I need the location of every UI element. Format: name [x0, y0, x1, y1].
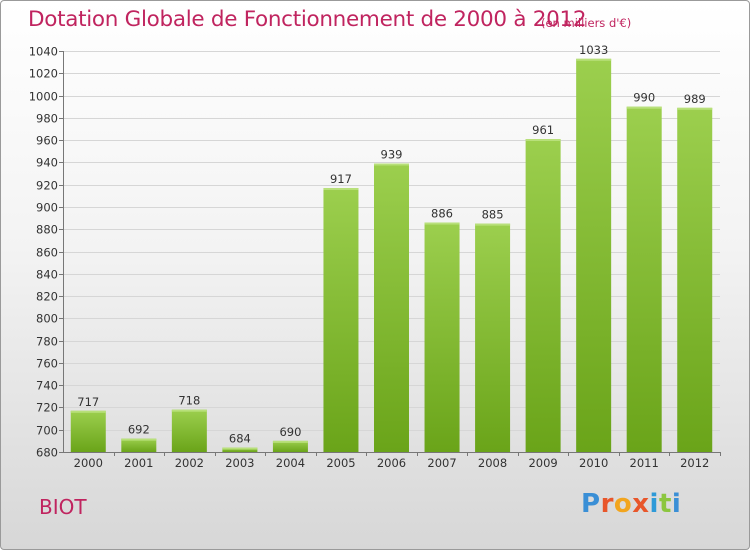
- bar-2008: [475, 223, 511, 452]
- x-tick-label-2002: 2002: [175, 456, 204, 470]
- value-label-2001: 692: [128, 423, 150, 437]
- bar-2006: [374, 163, 409, 452]
- bar-2001: [121, 438, 157, 452]
- x-tick-label-2008: 2008: [478, 456, 507, 470]
- logo-letter: i: [649, 489, 659, 519]
- x-tick-label-2006: 2006: [377, 456, 406, 470]
- y-tick-label: 740: [36, 379, 58, 393]
- y-tick-label: 800: [36, 312, 58, 326]
- value-label-2008: 885: [482, 208, 504, 222]
- y-tick-label: 940: [36, 156, 58, 170]
- y-tick-label: 680: [36, 446, 58, 460]
- x-tick-label-2009: 2009: [528, 456, 557, 470]
- x-tick-label-2007: 2007: [427, 456, 456, 470]
- bar-2010: [576, 58, 612, 453]
- bar-top-highlight: [323, 188, 359, 191]
- bar-top-highlight: [475, 223, 511, 226]
- bar-2000: [70, 410, 106, 452]
- bar-2005: [323, 188, 359, 452]
- bar-2007: [424, 222, 460, 452]
- y-tick-label: 840: [36, 268, 58, 282]
- y-tick-label: 760: [36, 357, 58, 371]
- y-tick-label: 880: [36, 223, 58, 237]
- bar-2009: [525, 138, 561, 452]
- bar-2002: [171, 409, 207, 452]
- x-tick-label-2010: 2010: [579, 456, 608, 470]
- chart-unit-label: (en milliers d'€): [541, 16, 632, 30]
- labels: 680 700 720 740 760 780 800 820 840 860 880 900 920 9…: [29, 43, 710, 470]
- value-label-2002: 718: [178, 394, 200, 408]
- bar-top-highlight: [222, 447, 258, 450]
- logo-letter: i: [671, 489, 682, 519]
- logo-letter: t: [658, 489, 672, 519]
- bar-top-highlight: [677, 107, 713, 110]
- bar-top-highlight: [121, 438, 157, 441]
- logo-letter: o: [613, 489, 633, 519]
- y-tick-label: 980: [36, 112, 58, 126]
- proxiti-logo[interactable]: Proxiti: [581, 489, 681, 519]
- x-tick-label-2001: 2001: [124, 456, 153, 470]
- bar-2004: [272, 440, 308, 452]
- value-label-2005: 917: [330, 172, 352, 186]
- y-tick-label: 820: [36, 290, 58, 304]
- value-label-2009: 961: [532, 123, 554, 137]
- value-label-2003: 684: [229, 432, 251, 446]
- y-tick-label: 900: [36, 201, 58, 215]
- bar-top-highlight: [626, 106, 662, 109]
- value-label-2000: 717: [77, 395, 99, 409]
- bar-top-highlight: [576, 58, 612, 61]
- y-tick-label: 780: [36, 335, 58, 349]
- x-tick-label-2005: 2005: [326, 456, 355, 470]
- value-label-2010: 1033: [579, 43, 608, 57]
- value-label-2011: 990: [633, 91, 655, 105]
- y-tick-label: 700: [36, 424, 58, 438]
- y-tick-label: 920: [36, 179, 58, 193]
- bar-2003: [222, 447, 258, 452]
- value-label-2007: 886: [431, 207, 453, 221]
- x-tick-label-2003: 2003: [225, 456, 254, 470]
- y-tick-label: 1020: [29, 67, 58, 81]
- x-tick-label-2011: 2011: [630, 456, 659, 470]
- x-tick-label-2000: 2000: [74, 456, 103, 470]
- y-tick-label: 1040: [29, 45, 58, 59]
- x-tick-label-2004: 2004: [276, 456, 305, 470]
- y-tick-label: 860: [36, 246, 58, 260]
- x-tick-label-2012: 2012: [680, 456, 709, 470]
- value-label-2006: 939: [381, 148, 403, 162]
- bar-top-highlight: [70, 410, 106, 413]
- bar-top-highlight: [424, 222, 460, 225]
- commune-name: BIOT: [39, 495, 87, 519]
- axes: [59, 51, 721, 456]
- bar-2011: [626, 106, 662, 452]
- y-tick-label: 960: [36, 134, 58, 148]
- value-label-2012: 989: [684, 92, 706, 106]
- bar-2012: [677, 107, 713, 452]
- bars: [70, 58, 713, 453]
- y-tick-label: 720: [36, 401, 58, 415]
- logo-letter: r: [600, 489, 614, 519]
- chart-title: Dotation Globale de Fonctionnement de 20…: [28, 7, 587, 32]
- bar-top-highlight: [272, 440, 308, 443]
- logo-letter: P: [581, 489, 601, 519]
- y-tick-label: 1000: [29, 90, 58, 104]
- bar-top-highlight: [525, 138, 561, 141]
- logo-letter: x: [632, 489, 650, 519]
- bar-top-highlight: [374, 163, 409, 166]
- value-label-2004: 690: [279, 425, 301, 439]
- bar-top-highlight: [171, 409, 207, 412]
